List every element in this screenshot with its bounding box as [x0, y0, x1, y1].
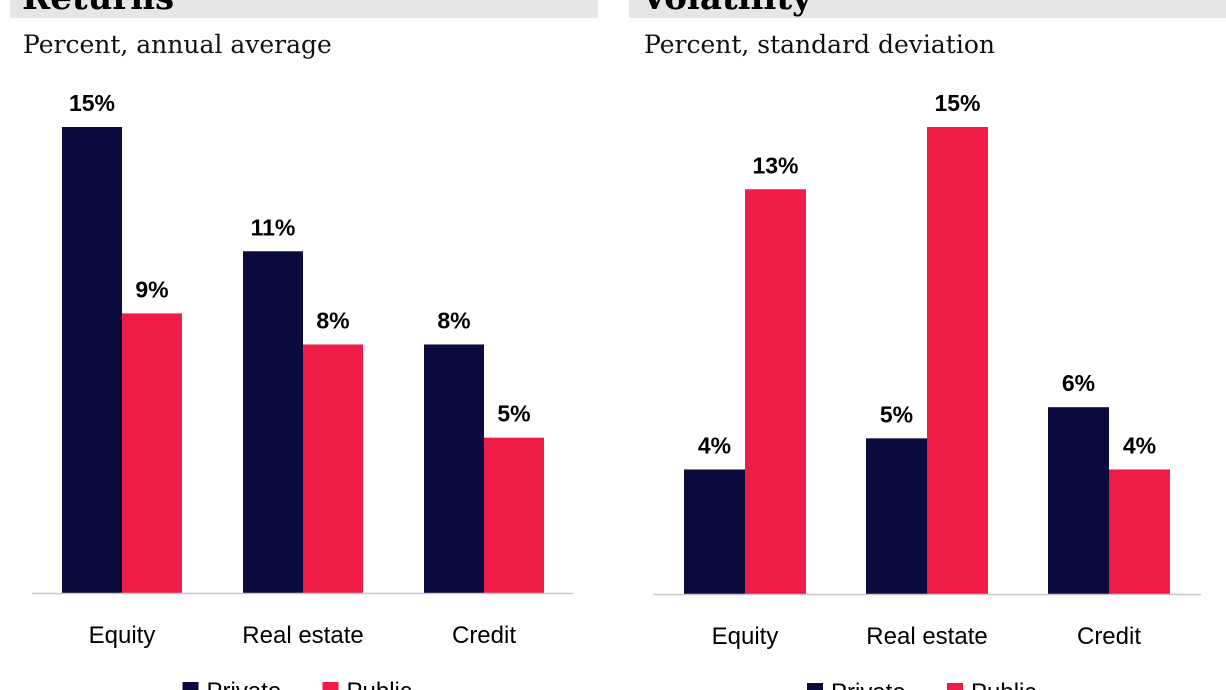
volatility-bar-public-equity	[745, 189, 806, 594]
volatility-panel: Volatility Percent, standard deviation 4…	[613, 0, 1226, 690]
volatility-category-label: Credit	[1077, 623, 1141, 650]
returns-data-label: 15%	[69, 90, 115, 116]
volatility-title: Volatility	[641, 0, 812, 18]
returns-category-label: Equity	[89, 622, 156, 649]
volatility-legend-label-public: Public	[971, 679, 1036, 690]
volatility-data-label: 13%	[752, 152, 798, 178]
returns-data-label: 8%	[316, 307, 349, 333]
volatility-data-label: 6%	[1062, 370, 1095, 396]
returns-bar-public-credit	[484, 437, 544, 593]
returns-bar-public-real-estate	[303, 344, 363, 593]
volatility-subtitle: Percent, standard deviation	[644, 30, 995, 59]
returns-data-label: 9%	[135, 276, 168, 302]
volatility-title-bar: Volatility	[629, 0, 1226, 18]
volatility-legend-swatch-private	[807, 683, 823, 690]
volatility-bar-private-equity	[684, 469, 745, 594]
volatility-category-label: Real estate	[866, 623, 987, 650]
returns-title-bar: Returns	[10, 0, 598, 18]
returns-data-label: 8%	[437, 307, 470, 333]
volatility-bar-public-real-estate	[927, 127, 988, 594]
returns-subtitle: Percent, annual average	[23, 30, 332, 59]
returns-category-label: Real estate	[242, 622, 363, 649]
returns-category-label: Credit	[452, 622, 516, 649]
volatility-legend-label-private: Private	[831, 679, 906, 690]
volatility-data-label: 4%	[1123, 432, 1156, 458]
returns-bar-private-real-estate	[243, 251, 303, 593]
volatility-data-label: 15%	[934, 90, 980, 116]
volatility-bar-private-credit	[1048, 407, 1109, 594]
returns-title: Returns	[22, 0, 174, 18]
returns-legend-swatch-public	[322, 682, 339, 690]
returns-bar-chart: 15% 9% Equity 11% 8% Real estate 8% 5% Credit Pri…	[32, 90, 573, 690]
returns-data-label: 11%	[251, 214, 296, 240]
returns-data-label: 5%	[497, 401, 530, 427]
returns-legend-swatch-private	[182, 682, 199, 690]
volatility-data-label: 4%	[698, 432, 731, 458]
returns-legend-label-public: Public	[347, 678, 412, 690]
returns-panel: Returns Percent, annual average 15% 9% Equ…	[10, 0, 598, 690]
volatility-legend-swatch-public	[947, 683, 963, 690]
volatility-bar-public-credit	[1109, 469, 1170, 594]
returns-bar-private-equity	[62, 127, 122, 593]
volatility-category-label: Equity	[712, 623, 779, 650]
volatility-data-label: 5%	[880, 401, 913, 427]
returns-legend-label-private: Private	[207, 678, 282, 690]
returns-bar-private-credit	[424, 344, 484, 593]
volatility-bar-private-real-estate	[866, 438, 927, 594]
returns-bar-public-equity	[122, 313, 182, 593]
volatility-bar-chart: 4% 13% Equity 5% 15% Real estate 6% 4% Credit Pri…	[653, 90, 1201, 690]
